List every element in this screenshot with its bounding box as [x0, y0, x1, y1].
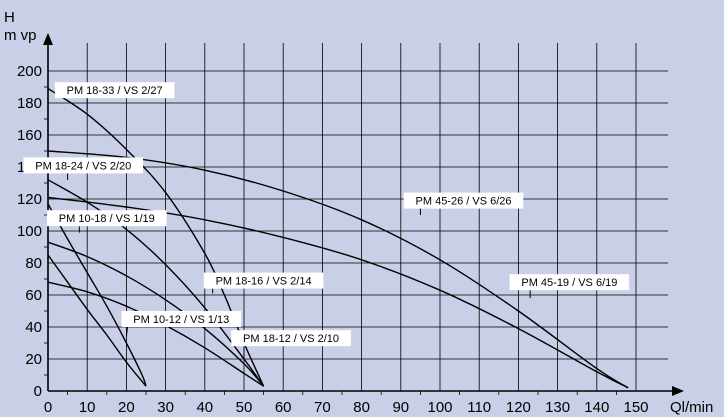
x-axis-arrow-icon [672, 386, 684, 396]
series-label-box [54, 82, 175, 99]
y-tick-label: 120 [17, 191, 42, 208]
y-axis-arrow-icon [43, 33, 53, 45]
x-tick-label: 130 [545, 399, 570, 416]
x-tick-label: 100 [427, 399, 452, 416]
series-label-box [231, 330, 351, 347]
y-axis-title: H [4, 9, 15, 26]
x-tick-label: 10 [79, 399, 96, 416]
series-label-text: PM 10-18 / VS 1/19 [59, 213, 155, 225]
tick-labels: 0 10 20 30 40 50 60 70 80 90 100 110 120 130 140 150 0 20… [17, 63, 649, 416]
series-label-6: PM 45-26 / VS 6/26 [403, 192, 524, 215]
series-curve-6 [47, 150, 629, 389]
y-tick-label: 80 [25, 255, 42, 272]
y-axis-unit: m vp [4, 27, 37, 44]
series-label-text: PM 18-33 / VS 2/27 [67, 85, 163, 97]
x-tick-label: 20 [118, 399, 135, 416]
grid [44, 43, 668, 395]
series-label-box [23, 157, 144, 174]
y-tick-label: 160 [17, 127, 42, 144]
series-label-box [203, 272, 324, 289]
series-label-3: PM 18-16 / VS 2/14 [203, 272, 324, 294]
y-tick-label: 40 [25, 319, 42, 336]
x-tick-label: 60 [275, 399, 292, 416]
series-label-box [121, 311, 242, 327]
x-tick-label: 80 [353, 399, 370, 416]
series-label-text: PM 45-26 / VS 6/26 [416, 196, 512, 208]
series-curve-2 [47, 241, 265, 387]
series-label-1: PM 18-24 / VS 2/20 [23, 157, 144, 180]
series-label-text: PM 18-24 / VS 2/20 [35, 160, 131, 172]
y-tick-label: 200 [17, 63, 42, 80]
x-tick-label: 90 [392, 399, 409, 416]
series-label-7: PM 45-19 / VS 6/19 [509, 274, 630, 299]
series-label-0: PM 18-33 / VS 2/27 [54, 82, 175, 111]
series-label-text: PM 45-19 / VS 6/19 [521, 277, 617, 289]
x-tick-label: 50 [236, 399, 253, 416]
x-tick-label: 150 [623, 399, 648, 416]
y-tick-label: 60 [25, 287, 42, 304]
series-label-box [47, 210, 167, 227]
y-tick-label: 20 [25, 351, 42, 368]
series-curve-4 [47, 203, 147, 387]
series-label-4: PM 10-12 / VS 1/13 [121, 311, 242, 337]
x-tick-label: 120 [506, 399, 531, 416]
series-label-text: PM 10-12 / VS 1/13 [133, 314, 229, 326]
x-tick-label: 30 [157, 399, 174, 416]
x-tick-label: 0 [44, 399, 52, 416]
series-label-text: PM 18-12 / VS 2/10 [243, 333, 339, 345]
series-label-box [403, 192, 524, 209]
series-label-text: PM 18-16 / VS 2/14 [216, 276, 312, 288]
series-labels: PM 18-33 / VS 2/27 PM 18-24 / VS 2/20 PM 1… [23, 82, 630, 359]
y-tick-label: 0 [34, 383, 42, 400]
x-tick-label: 70 [314, 399, 331, 416]
x-tick-label: 110 [467, 399, 491, 416]
x-axis-title: Ql/min [670, 399, 713, 416]
series-label-2: PM 10-18 / VS 1/19 [47, 210, 167, 233]
x-tick-label: 40 [196, 399, 213, 416]
y-tick-label: 180 [17, 95, 42, 112]
label-leader-line [125, 326, 128, 337]
series-label-5: PM 18-12 / VS 2/10 [231, 330, 351, 359]
series-curve-5 [47, 254, 147, 387]
x-tick-label: 140 [584, 399, 609, 416]
series-label-box [509, 274, 630, 291]
y-tick-label: 100 [17, 223, 42, 240]
